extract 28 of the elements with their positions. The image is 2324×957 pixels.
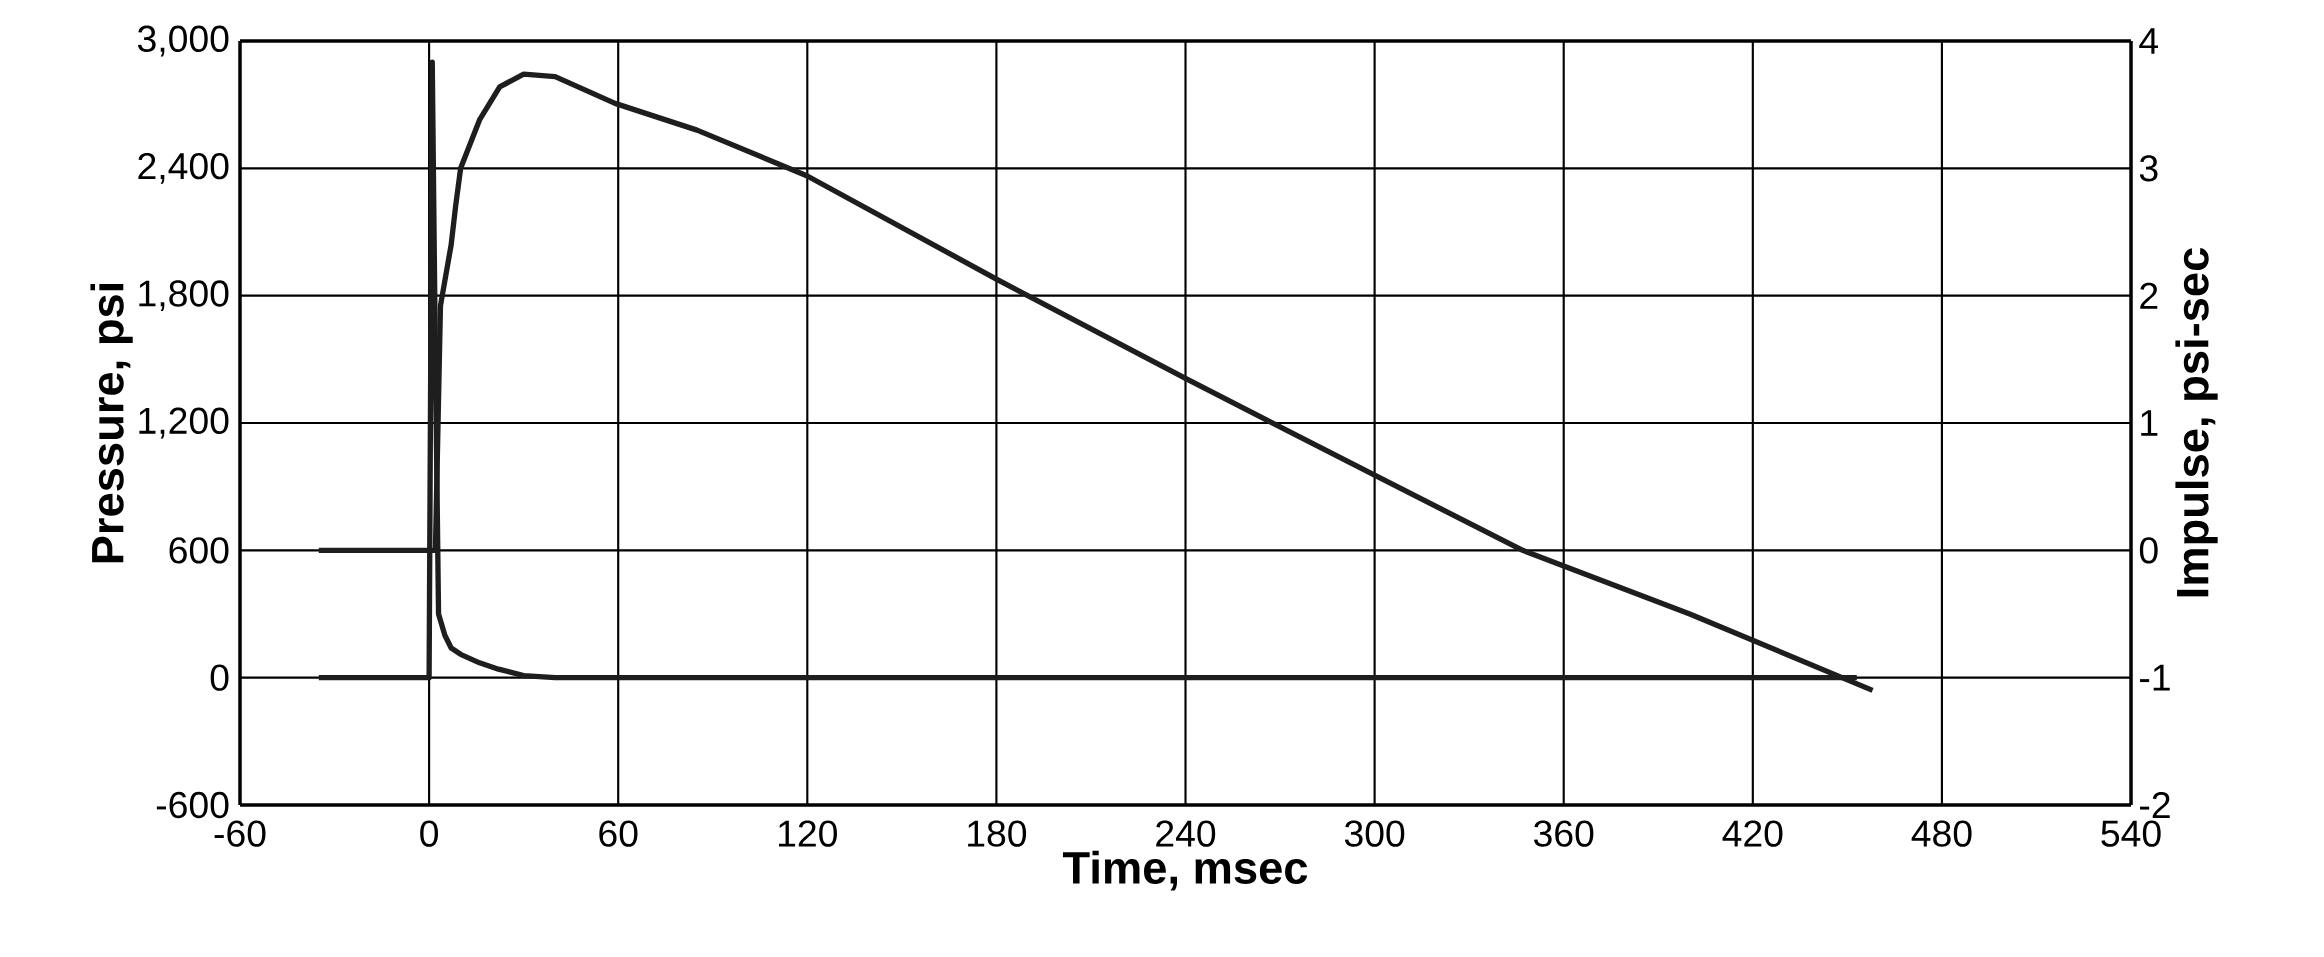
x-tick-label: 240 xyxy=(1156,820,1216,847)
x-tick-label: 60 xyxy=(599,820,638,847)
y-tick-label: 1,200 xyxy=(139,407,229,439)
y2-tick-label: 3 xyxy=(2139,155,2158,182)
y2-tick-label: 2 xyxy=(2140,282,2158,309)
y-axis-title: Pressure, psi xyxy=(90,283,133,563)
x-tick-label: 480 xyxy=(1911,820,1972,847)
y2-tick-label: -2 xyxy=(2140,791,2170,819)
y2-tick-label: 1 xyxy=(2141,410,2158,436)
x-tick-label: 300 xyxy=(1344,820,1405,847)
x-tick-label: 420 xyxy=(1722,820,1783,847)
y2-axis-title: Impulse, psi-sec xyxy=(2175,248,2218,597)
y2-tick-label: 4 xyxy=(2139,28,2159,54)
x-tick-label: 360 xyxy=(1533,820,1594,847)
y2-tick-label: -1 xyxy=(2140,664,2170,691)
x-tick-label: 540 xyxy=(2101,820,2161,847)
y-tick-label: 0 xyxy=(210,664,229,691)
x-tick-label: 120 xyxy=(779,820,837,847)
y2-tick-label: 0 xyxy=(2139,537,2158,564)
x-tick-label: -60 xyxy=(214,820,266,847)
x-tick-label: 0 xyxy=(420,820,439,847)
x-axis-title: Time, msec xyxy=(1062,850,1308,891)
y-tick-label: -600 xyxy=(156,791,229,819)
y-tick-label: 600 xyxy=(169,537,229,564)
x-tick-label: 180 xyxy=(968,820,1027,847)
y-tick-label: 3,000 xyxy=(137,25,229,57)
y-tick-label: 2,400 xyxy=(138,152,229,184)
y-tick-label: 1,800 xyxy=(139,280,229,312)
